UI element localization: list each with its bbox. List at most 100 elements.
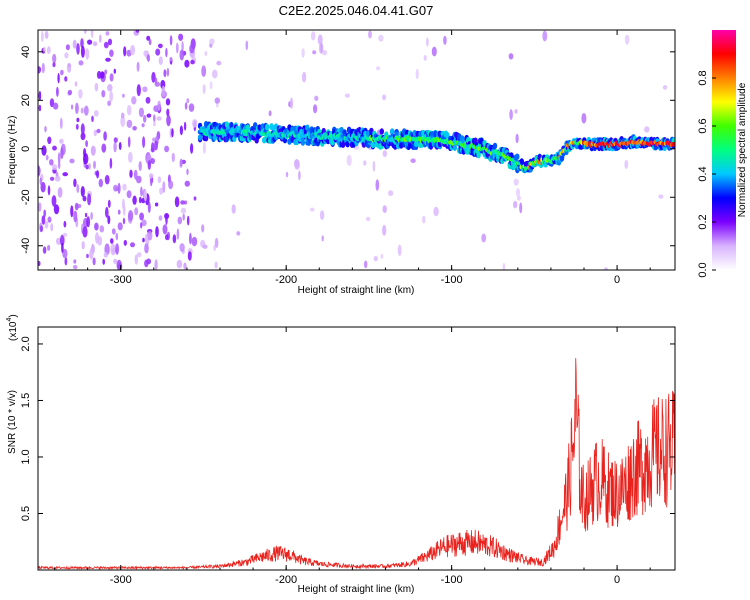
noise-blob: [128, 210, 134, 222]
noise-blob: [144, 259, 149, 268]
noise-blob: [134, 254, 138, 265]
noise-blob: [171, 128, 174, 138]
snr-x-tick-label: -100: [441, 574, 463, 586]
snr-frame: [37, 326, 676, 571]
noise-blob: [103, 252, 108, 258]
noise-blob: [166, 114, 171, 127]
noise-blob: [73, 210, 78, 223]
noise-blob: [78, 89, 83, 99]
noise-blob: [76, 184, 80, 193]
noise-blob: [111, 228, 116, 235]
noise-blob: [154, 140, 158, 151]
noise-blob: [168, 180, 174, 190]
noise-blob: [38, 66, 42, 74]
noise-blob: [69, 158, 75, 164]
snr-scale-suffix: ): [8, 314, 19, 317]
noise-blob: [74, 202, 79, 211]
noise-blob: [123, 46, 127, 57]
ridge-blob: [390, 128, 395, 135]
noise-blob: [80, 45, 85, 58]
noise-blob: [85, 48, 90, 60]
noise-blob: [83, 153, 89, 165]
noise-blob: [80, 123, 85, 135]
noise-blob: [514, 109, 518, 114]
noise-blob: [129, 169, 133, 178]
noise-blob: [603, 267, 608, 270]
noise-blob: [179, 158, 183, 167]
noise-blob: [49, 176, 55, 181]
noise-blob: [41, 31, 44, 42]
noise-blob: [138, 196, 142, 204]
noise-blob: [70, 104, 74, 110]
noise-blob: [180, 207, 187, 214]
noise-blob: [126, 104, 132, 116]
noise-blob: [216, 60, 222, 66]
noise-blob: [515, 133, 519, 144]
noise-blob: [80, 186, 85, 197]
noise-blob: [100, 71, 105, 79]
snr-y-scale-factor: (x104): [6, 314, 19, 341]
noise-blob: [177, 216, 183, 225]
noise-blob: [51, 164, 58, 171]
noise-blob: [166, 67, 170, 77]
noise-blob: [152, 137, 156, 142]
noise-blob: [382, 224, 387, 236]
snr-panel: -300 -200 -100 0 0.5 1.0 1.5 2.0 Height of str…: [6, 314, 676, 595]
ridge-blob: [197, 134, 203, 141]
noise-blob: [93, 129, 98, 137]
noise-blob: [131, 96, 137, 105]
noise-blob: [289, 97, 294, 109]
noise-blob: [56, 86, 59, 97]
noise-blob: [41, 145, 47, 156]
noise-blob: [60, 147, 64, 160]
noise-blob: [107, 84, 113, 92]
noise-blob: [382, 94, 387, 101]
noise-blob: [49, 159, 54, 166]
noise-blob: [150, 158, 155, 164]
ridge-blob: [379, 128, 384, 135]
colorbar-tick-label: 0.6: [697, 118, 709, 133]
noise-blob: [365, 216, 371, 222]
spectrogram-x-tick-label: -100: [441, 274, 463, 286]
noise-blob: [658, 194, 664, 199]
noise-blob: [46, 46, 51, 54]
noise-blob: [344, 93, 350, 98]
noise-blob: [92, 257, 96, 266]
noise-blob: [63, 220, 67, 228]
noise-blob: [41, 215, 46, 225]
ridge-blob: [559, 155, 565, 162]
noise-blob: [113, 258, 118, 264]
noise-blob: [136, 61, 140, 72]
noise-blob: [155, 226, 159, 238]
noise-blob: [158, 43, 163, 49]
figure-title: C2E2.2025.046.04.41.G07: [279, 3, 434, 18]
noise-blob: [67, 89, 73, 96]
noise-blob: [165, 234, 169, 241]
noise-blob: [302, 71, 307, 83]
noise-blob: [123, 239, 128, 246]
noise-blob: [117, 263, 123, 270]
noise-blob: [52, 102, 59, 110]
noise-blob: [149, 173, 154, 179]
noise-blob: [201, 224, 205, 233]
noise-blob: [47, 185, 51, 196]
colorbar-tick-label: 0.8: [697, 70, 709, 85]
colorbar-tick-label: 0.0: [697, 262, 709, 277]
spectrogram-y-axis-label: Frequency (Hz): [7, 116, 18, 185]
noise-blob: [113, 141, 117, 153]
snr-y-tick-label: 1.0: [20, 449, 32, 464]
noise-blob: [163, 69, 167, 78]
colorbar-tick-label: 0.4: [697, 166, 709, 181]
colorbar-label: Normalized spectral amplitude: [737, 82, 748, 217]
noise-blob: [60, 234, 65, 246]
noise-blob: [84, 212, 88, 218]
noise-blob: [105, 31, 110, 36]
spectrogram-x-ticks: -300 -200 -100 0: [54, 30, 651, 286]
noise-blob: [115, 243, 119, 255]
noise-blob: [65, 44, 70, 51]
noise-blob: [209, 38, 215, 45]
noise-blob: [209, 81, 213, 90]
noise-blob: [188, 103, 195, 112]
noise-blob: [186, 98, 190, 104]
